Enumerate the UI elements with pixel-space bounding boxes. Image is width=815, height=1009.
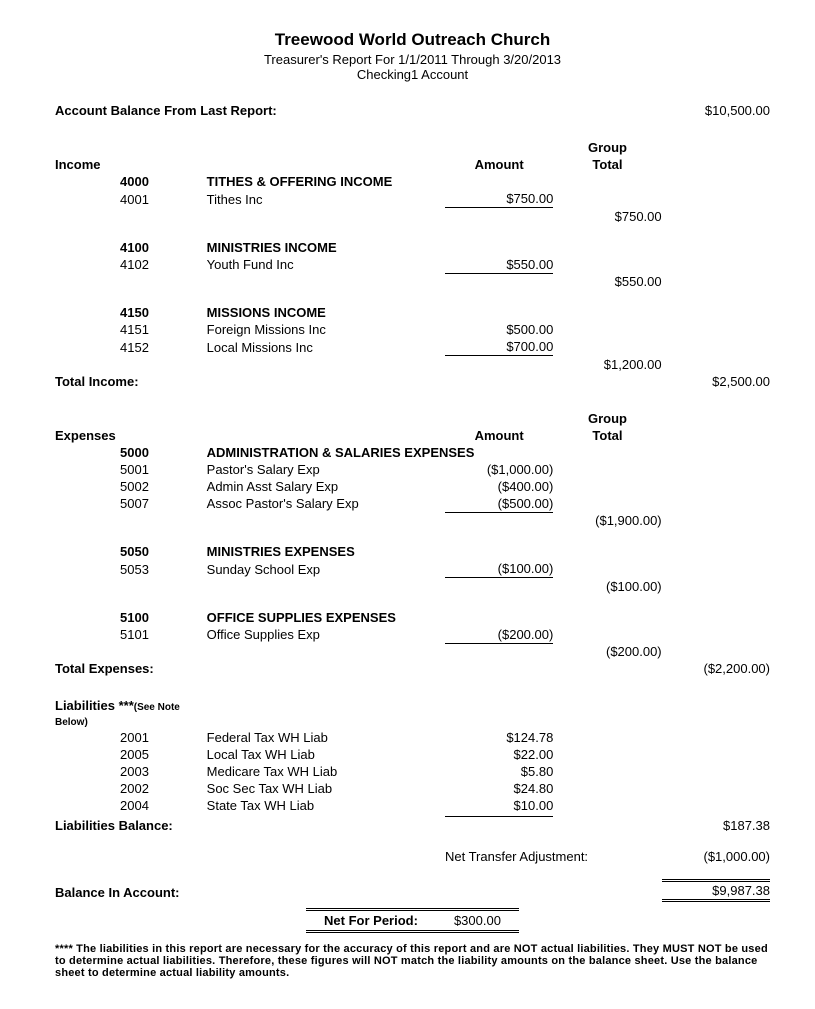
income-group-header: 4000 TITHES & OFFERING INCOME [55, 173, 770, 190]
expense-line: 5007 Assoc Pastor's Salary Exp ($500.00) [55, 495, 770, 513]
opening-balance-label: Account Balance From Last Report: [55, 102, 653, 119]
liability-line: 2002 Soc Sec Tax WH Liab $24.80 [55, 780, 770, 797]
expense-line: 5001 Pastor's Salary Exp ($1,000.00) [55, 461, 770, 478]
liability-line: 2004 State Tax WH Liab $10.00 [55, 797, 770, 814]
group-total-header-l1: Group [553, 139, 661, 156]
liability-line: 2001 Federal Tax WH Liab $124.78 [55, 729, 770, 746]
report-title: Treewood World Outreach Church [55, 30, 770, 50]
closing-balance-row: Balance In Account: $9,987.38 [55, 881, 770, 901]
income-table: Group Income Amount Total 4000 TITHES & … [55, 139, 770, 390]
expense-group-total: ($100.00) [55, 578, 770, 595]
liabilities-balance-row: Liabilities Balance: $187.38 [55, 817, 770, 835]
expense-group-total: ($200.00) [55, 643, 770, 660]
income-line: 4001 Tithes Inc $750.00 [55, 190, 770, 208]
liability-line: 2003 Medicare Tax WH Liab $5.80 [55, 763, 770, 780]
income-line: 4152 Local Missions Inc $700.00 [55, 338, 770, 356]
income-group-header: 4150 MISSIONS INCOME [55, 304, 770, 321]
report-subtitle-2: Checking1 Account [55, 67, 770, 82]
net-for-period-box: Net For Period: $300.00 [306, 908, 519, 933]
expenses-label: Expenses [55, 427, 207, 444]
expense-group-header: 5100 OFFICE SUPPLIES EXPENSES [55, 609, 770, 626]
net-transfer-row: Net Transfer Adjustment: ($1,000.00) [55, 848, 770, 865]
group-total-header-l2: Total [553, 156, 661, 173]
expense-line: 5002 Admin Asst Salary Exp ($400.00) [55, 478, 770, 495]
income-total-row: Total Income: $2,500.00 [55, 373, 770, 390]
expense-line: 5101 Office Supplies Exp ($200.00) [55, 626, 770, 644]
income-label: Income [55, 156, 207, 173]
expenses-table: Group Expenses Amount Total 5000 ADMINIS… [55, 410, 770, 678]
amount-header: Amount [445, 156, 553, 173]
expenses-total-row: Total Expenses: ($2,200.00) [55, 660, 770, 677]
expense-group-header: 5000 ADMINISTRATION & SALARIES EXPENSES [55, 444, 770, 461]
liabilities-table: Liabilities ***(See Note Below) 2001 Fed… [55, 697, 770, 902]
report-subtitle-1: Treasurer's Report For 1/1/2011 Through … [55, 52, 770, 67]
expense-group-total: ($1,900.00) [55, 512, 770, 529]
liabilities-label: Liabilities ***(See Note Below) [55, 697, 207, 729]
income-group-total: $550.00 [55, 273, 770, 290]
opening-balance-amount: $10,500.00 [653, 102, 770, 119]
expense-line: 5053 Sunday School Exp ($100.00) [55, 560, 770, 578]
expense-group-header: 5050 MINISTRIES EXPENSES [55, 543, 770, 560]
income-group-total: $750.00 [55, 208, 770, 225]
income-group-total: $1,200.00 [55, 356, 770, 373]
income-group-header: 4100 MINISTRIES INCOME [55, 239, 770, 256]
opening-balance-row: Account Balance From Last Report: $10,50… [55, 102, 770, 119]
liability-line: 2005 Local Tax WH Liab $22.00 [55, 746, 770, 763]
income-line: 4151 Foreign Missions Inc $500.00 [55, 321, 770, 338]
income-line: 4102 Youth Fund Inc $550.00 [55, 256, 770, 274]
